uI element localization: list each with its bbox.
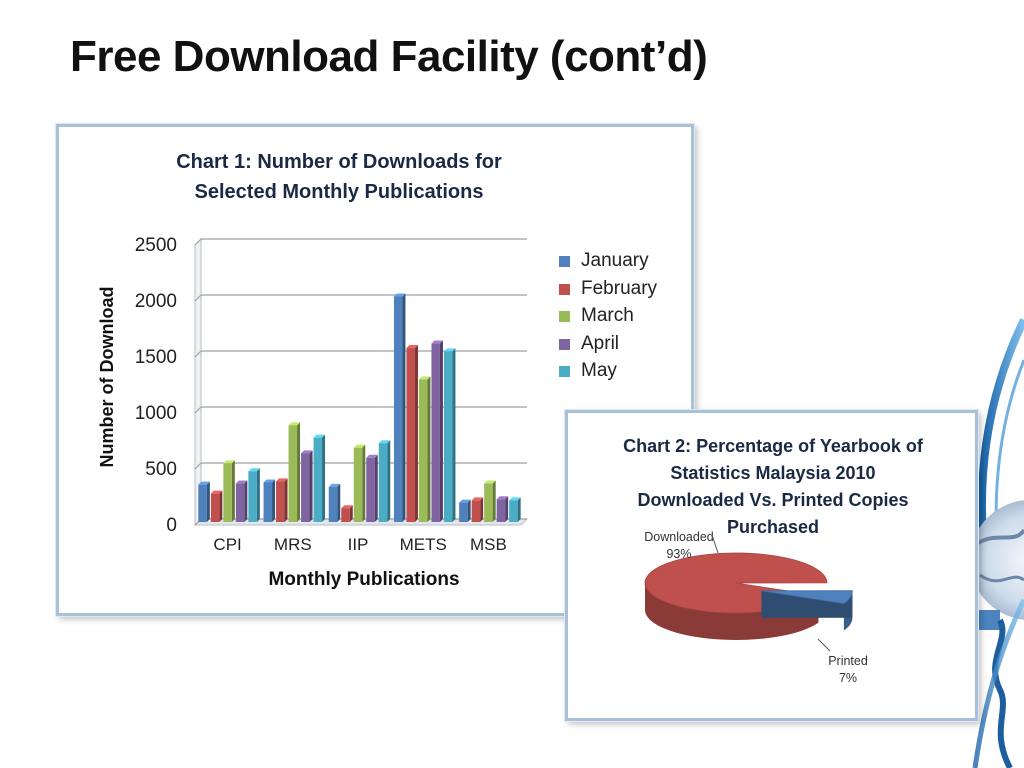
x-tick-label: METS	[400, 535, 447, 554]
legend-swatch	[559, 311, 570, 322]
bar-cpi-april	[235, 480, 248, 522]
bar-mets-march	[418, 376, 431, 522]
y-axis-title: Number of Download	[97, 287, 117, 468]
bar-mrs-march	[288, 422, 301, 522]
legend-swatch	[559, 283, 570, 295]
bar-msb-february	[471, 497, 484, 522]
bar-iip-january	[328, 483, 341, 522]
legend-label: March	[581, 305, 634, 326]
bar-cpi-january	[198, 481, 210, 522]
legend-swatch	[559, 366, 570, 377]
x-axis-title: Monthly Publications	[268, 569, 459, 590]
pie-slice-printed	[761, 590, 853, 631]
legend-swatch	[559, 256, 570, 267]
bar-mets-april	[431, 340, 443, 522]
slide-title: Free Download Facility (cont’d)	[70, 32, 708, 81]
y-tick-label: 0	[166, 515, 177, 536]
x-tick-label: IIP	[348, 535, 369, 554]
chart2-plot: Downloaded 93% Printed 7%	[644, 530, 868, 685]
bar-mrs-may	[313, 434, 326, 522]
x-tick-label: MSB	[470, 535, 507, 554]
y-tick-label: 1000	[135, 403, 177, 424]
bar-iip-february	[341, 505, 353, 522]
pie-percent-downloaded: 93%	[666, 547, 691, 561]
bar-msb-january	[459, 499, 471, 522]
bar-mrs-january	[263, 479, 276, 522]
x-tick-label: CPI	[213, 535, 241, 554]
bar-iip-may	[378, 440, 391, 522]
chart2-panel: Chart 2: Percentage of Yearbook of Stati…	[565, 410, 978, 721]
bar-mets-may	[443, 348, 456, 522]
bar-iip-april	[366, 454, 378, 522]
bar-iip-march	[353, 444, 366, 522]
legend-label: April	[581, 332, 620, 354]
x-tick-label: MRS	[274, 535, 312, 554]
pie-label-downloaded: Downloaded	[644, 530, 714, 544]
y-tick-label: 2500	[135, 235, 177, 256]
pie-label-printed: Printed	[828, 654, 868, 668]
bar-mrs-february	[276, 478, 288, 522]
legend-swatch	[559, 338, 570, 350]
chart1-title: Chart 1: Number of Downloads for Selecte…	[176, 151, 502, 203]
legend-label: February	[581, 277, 658, 299]
leader-line	[711, 534, 719, 554]
chart1-plot: 0 500 1000 1500 2000 2500 CPI MRS IIP METS MSB Mont…	[97, 235, 529, 590]
bar-cpi-february	[210, 490, 223, 522]
pie-percent-printed: 7%	[839, 671, 857, 685]
bar-msb-may	[509, 497, 521, 522]
bar-cpi-may	[248, 468, 260, 522]
bar-cpi-march	[223, 460, 235, 522]
y-tick-label: 1500	[135, 347, 177, 368]
legend-label: January	[581, 250, 649, 271]
leader-line	[817, 638, 831, 652]
bar-msb-march	[484, 480, 496, 522]
bar-msb-april	[496, 496, 509, 522]
legend-label: May	[581, 360, 617, 381]
bar-mrs-april	[301, 450, 313, 522]
chart2-title: Chart 2: Percentage of Yearbook of Stati…	[623, 436, 923, 537]
y-tick-label: 500	[145, 459, 177, 480]
bar-mets-january	[393, 293, 406, 522]
bar-mets-february	[406, 345, 418, 522]
y-tick-label: 2000	[135, 291, 177, 312]
